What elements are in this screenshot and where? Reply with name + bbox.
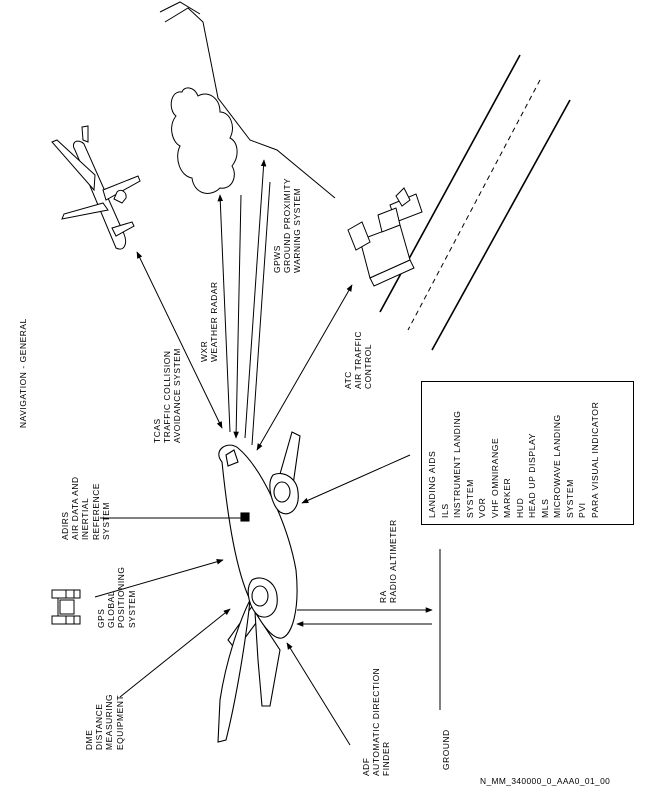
gpws-arrow-up	[244, 159, 267, 439]
cloud-icon	[170, 87, 238, 194]
ra-label: RA RADIO ALTIMETER	[378, 519, 399, 603]
signal-arrows	[94, 159, 433, 746]
wxr-label: WXR WEATHER RADAR	[199, 281, 220, 362]
dme-arrow	[119, 608, 231, 698]
gpws-label: GPWS GROUND PROXIMITY WARNING SYSTEM	[272, 177, 303, 273]
wxr-arrow-up	[217, 194, 231, 433]
page-title: NAVIGATION - GENERAL	[18, 318, 28, 428]
atc-arrow	[256, 284, 353, 451]
tcas-label: TCAS TRAFFIC COLLISION AVOIDANCE SYSTEM	[152, 347, 183, 443]
adf-arrow	[286, 642, 351, 746]
wxr-arrow-down	[233, 194, 242, 439]
gps-arrow	[94, 559, 224, 598]
traffic-aircraft-icon	[51, 125, 141, 250]
dme-label: DME DISTANCE MEASURING EQUIPMENT	[84, 693, 125, 750]
gpws-arrow-2	[251, 181, 271, 446]
landing-aids-arrow	[301, 454, 411, 504]
gps-label: GPS GLOBAL POSITIONING SYSTEM	[96, 566, 137, 628]
adirs-label: ADIRS AIR DATA AND INERTIAL REFERENCE SY…	[60, 476, 111, 540]
landing-aids-box	[421, 381, 634, 525]
adf-label: ADF AUTOMATIC DIRECTION FINDER	[361, 667, 392, 776]
atc-label: ATC AIR TRAFFIC CONTROL	[343, 330, 374, 389]
landing-aids-list: LANDING AIDS ILS INSTRUMENT LANDING SYST…	[427, 401, 600, 518]
gps-satellite-icon	[51, 589, 81, 625]
figure-reference: N_MM_340000_0_AAA0_01_00	[480, 776, 611, 786]
tcas-arrow	[136, 251, 223, 429]
terrain-outline	[159, 1, 336, 199]
adirs-unit-marker	[240, 512, 250, 522]
main-aircraft-icon	[217, 431, 301, 743]
atc-building-icon	[347, 187, 423, 287]
ground-label: GROUND	[441, 729, 451, 770]
